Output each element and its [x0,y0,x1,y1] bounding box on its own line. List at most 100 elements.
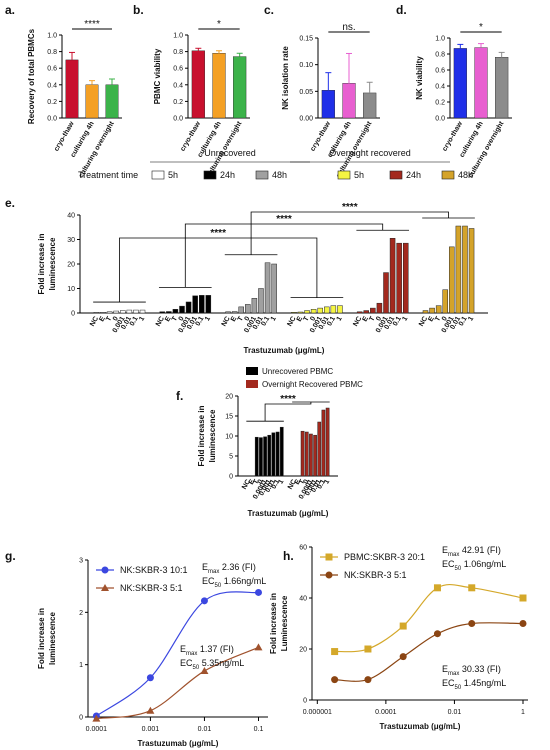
x-tick-label: 0 [441,315,449,322]
legend-swatch [151,170,165,180]
x-tick-label: 1 [336,315,344,322]
x-tick-label: 0.1 [254,726,264,733]
bar [402,242,409,314]
x-tick-label: NC [241,479,252,491]
x-tick-label: 0.000001 [303,709,332,716]
bar [259,437,263,477]
bar [133,309,139,314]
x-tick-label: NC [155,316,166,328]
annotation-part: 50 [455,566,462,572]
x-tick-label: NC [286,316,297,328]
bar [317,307,323,314]
x-tick-label: 0 [309,315,317,322]
annotation-part: 5.35ng/mL [199,658,244,668]
marker [364,676,372,684]
bar [337,305,343,314]
x-tick-label: cryo-thaw [179,120,202,153]
bar [462,225,468,314]
y-tick-label: 0.10 [299,62,313,69]
marker [519,620,527,627]
bar [304,310,310,314]
x-tick-label: 0.01 [448,709,462,716]
y-axis-label: PBMC viability [153,48,162,104]
bracket [184,223,384,288]
x-axis-label: Trastuzumab (μg/mL) [248,509,329,518]
bar [342,83,356,119]
x-tick-label: NC [418,316,429,328]
annotation-part: 42.91 (FI) [459,545,501,555]
legend-label: Overnight Recovered PBMC [262,380,363,389]
annotation-part: EC [442,678,455,688]
x-tick-label: 0.1 [260,315,271,327]
bar [159,311,166,314]
bar [225,311,231,314]
x-axis-label: Trastuzumab (μg/mL) [138,739,219,748]
x-tick-label: 0.1 [392,315,403,327]
x-tick-label: 0.001 [142,726,160,733]
y-tick-label: 20 [299,647,307,654]
annotation: Emax 42.91 (FI) [442,545,501,558]
y-tick-label: 40 [67,213,75,220]
annotation-part: 2.36 (FI) [219,562,256,572]
x-tick-label: 1 [467,315,475,322]
bar [251,298,258,314]
y-tick-label: 0 [303,698,307,705]
bar [191,50,205,119]
bar [245,304,251,314]
bar [212,53,226,119]
y-tick-label: 20 [225,394,233,401]
bar [453,48,467,119]
y-axis-label: luminescence [208,409,217,462]
panel-label: e. [5,196,15,210]
bar [363,310,370,314]
bar [231,311,238,314]
x-tick-label: E [164,315,173,323]
y-tick-label: 40 [299,596,307,603]
legend-group: Overnight recovered [329,148,411,158]
bar [455,225,462,314]
bar [106,311,113,314]
marker [468,620,476,627]
annotation-part: 1.45ng/mL [461,678,506,688]
annotation-part: EC [442,559,455,569]
bar [233,56,247,119]
x-tick-label: E [294,478,303,486]
bar [310,309,317,314]
bar [93,312,100,314]
marker [146,706,155,714]
annotation-part: E [442,664,448,674]
annotation-part: 30.33 (FI) [459,664,501,674]
annotation-part: EC [180,658,193,668]
annotation: Emax 2.36 (FI) [202,562,256,575]
x-tick-label: cryo-thaw [441,120,464,153]
bar [363,92,377,119]
y-tick-label: 0 [229,474,233,481]
marker [519,594,527,602]
annotation-part: E [442,545,448,555]
x-tick-label: E [98,315,107,323]
y-axis-label: Fold increase in [197,405,206,466]
y-tick-label: 30 [67,237,75,244]
significance: * [479,22,483,33]
bar [179,305,185,314]
annotation-part: EC [202,576,215,586]
x-tick-label: T [434,315,443,323]
marker [433,584,441,592]
legend-title: Treatment time [78,170,138,180]
bar [264,262,271,314]
x-tick-label: T [303,315,312,323]
x-tick-label: T [237,315,246,323]
x-tick-label: 0.1 [316,478,327,490]
panel-label: c. [264,3,274,17]
bar [474,47,488,119]
x-axis-label: Trastuzumab (μg/mL) [244,346,325,355]
y-tick-label: 0.15 [299,36,313,43]
bar [317,421,322,477]
x-tick-label: 0 [302,478,310,485]
x-tick-label: 1 [138,315,146,322]
marker [200,597,208,605]
marker [146,674,154,682]
x-tick-label: 0.0001 [375,709,397,716]
panel-label: b. [133,3,144,17]
